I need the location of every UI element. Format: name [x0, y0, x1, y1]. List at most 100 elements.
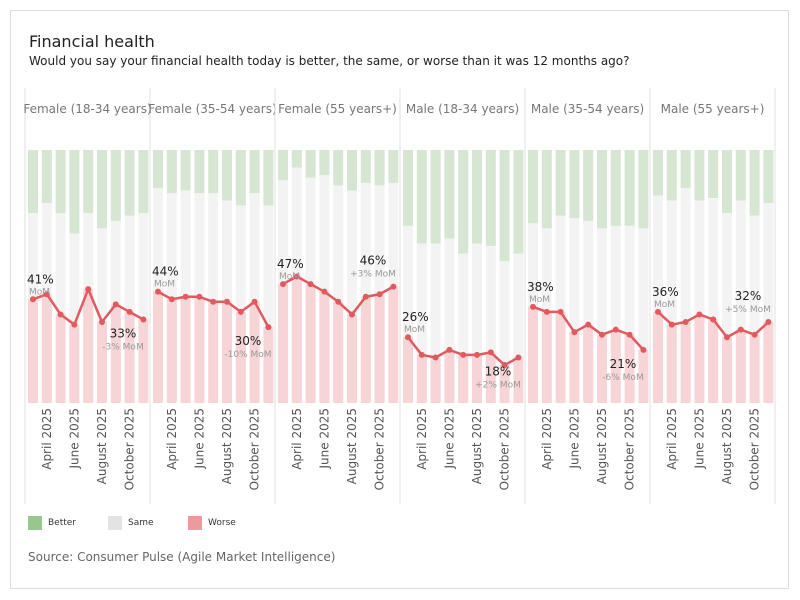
bar-same: [735, 200, 746, 330]
x-tick-label: October 2025: [123, 408, 137, 490]
worse-point: [405, 334, 411, 341]
bar-better: [485, 150, 496, 247]
worse-point: [446, 346, 453, 353]
first-value-label: 38%: [527, 280, 554, 294]
bar-worse: [69, 324, 80, 403]
x-tick-label: August 2025: [470, 408, 484, 484]
bar-better: [653, 150, 663, 196]
bar-same: [610, 225, 621, 330]
legend-label: Worse: [208, 518, 236, 528]
bar-worse: [83, 289, 94, 403]
x-tick-label: August 2025: [220, 408, 234, 484]
bar-same: [666, 200, 677, 325]
x-tick-label: June 2025: [192, 408, 206, 470]
bar-worse: [235, 311, 246, 403]
bar-worse: [735, 329, 746, 403]
worse-point: [474, 351, 480, 358]
bar-worse: [28, 299, 38, 403]
bar-better: [569, 150, 580, 219]
bar-worse: [208, 301, 219, 403]
last-mom-label: +2% MoM: [475, 380, 521, 390]
bar-better: [666, 150, 677, 201]
bar-worse: [180, 296, 191, 403]
bar-better: [55, 150, 66, 214]
bar-worse: [166, 299, 177, 403]
bar-same: [222, 200, 232, 302]
source-note: Source: Consumer Pulse (Agile Market Int…: [28, 550, 336, 564]
legend-swatch-same: [108, 516, 122, 530]
bar-worse: [430, 357, 441, 403]
bar-same: [638, 228, 649, 350]
bar-same: [124, 215, 135, 312]
bar-worse: [153, 291, 163, 403]
bar-same: [583, 220, 594, 325]
bar-same: [305, 177, 316, 285]
bar-worse: [374, 294, 385, 403]
x-tick-label: October 2025: [248, 408, 262, 490]
x-tick-label: April 2025: [540, 408, 554, 470]
bar-same: [69, 233, 80, 325]
legend: Better Same Worse: [28, 516, 268, 530]
bar-better: [583, 150, 594, 221]
last-mom-label: +3% MoM: [350, 270, 396, 280]
last-mom-label: -3% MoM: [102, 343, 143, 353]
bar-same: [97, 228, 107, 323]
bar-worse: [722, 337, 732, 403]
worse-point: [530, 303, 536, 310]
bar-better: [694, 150, 705, 201]
legend-item-worse[interactable]: Worse: [188, 516, 268, 530]
bar-worse: [305, 284, 316, 403]
bar-worse: [263, 327, 274, 403]
chart-subtitle: Would you say your financial health toda…: [29, 54, 630, 68]
worse-point: [224, 298, 230, 305]
bar-better: [41, 150, 52, 204]
worse-point: [668, 321, 675, 328]
worse-point: [612, 326, 619, 333]
worse-point: [168, 296, 175, 303]
worse-point: [737, 326, 744, 333]
worse-point: [460, 351, 467, 358]
x-tick-label: June 2025: [67, 408, 81, 470]
bar-same: [430, 243, 441, 358]
panel-header: Male (55 years+): [661, 102, 765, 116]
bar-better: [610, 150, 621, 226]
x-tick-label: October 2025: [498, 408, 512, 490]
bar-worse: [360, 296, 371, 403]
last-value-label: 32%: [735, 289, 762, 303]
bar-same: [499, 261, 510, 366]
bar-better: [472, 150, 482, 244]
bar-better: [97, 150, 107, 229]
bar-same: [110, 220, 121, 305]
bar-worse: [694, 314, 705, 403]
legend-item-better[interactable]: Better: [28, 516, 108, 530]
legend-swatch-better: [28, 516, 42, 530]
bar-same: [416, 243, 427, 355]
bar-worse: [638, 349, 649, 403]
worse-point: [237, 308, 244, 315]
bar-better: [333, 150, 344, 186]
panel-header: Male (35-54 years): [531, 102, 644, 116]
bar-worse: [416, 354, 427, 403]
panel-header: Male (18-34 years): [406, 102, 519, 116]
worse-point: [85, 286, 92, 293]
worse-point: [140, 316, 147, 323]
legend-item-same[interactable]: Same: [108, 516, 188, 530]
worse-point: [655, 308, 661, 315]
bar-same: [403, 225, 413, 338]
worse-point: [265, 324, 272, 331]
first-mom-label: MoM: [529, 295, 550, 305]
bar-worse: [403, 337, 413, 403]
worse-point: [724, 334, 730, 341]
x-tick-label: April 2025: [415, 408, 429, 470]
bar-same: [153, 187, 163, 292]
worse-point: [307, 281, 314, 288]
bar-better: [110, 150, 121, 221]
bar-same: [208, 193, 219, 302]
first-value-label: 44%: [152, 265, 179, 279]
first-value-label: 36%: [652, 285, 679, 299]
x-tick-label: August 2025: [595, 408, 609, 484]
bar-worse: [333, 301, 344, 403]
worse-point: [487, 349, 494, 356]
worse-point: [30, 296, 36, 303]
bar-same: [708, 198, 719, 320]
